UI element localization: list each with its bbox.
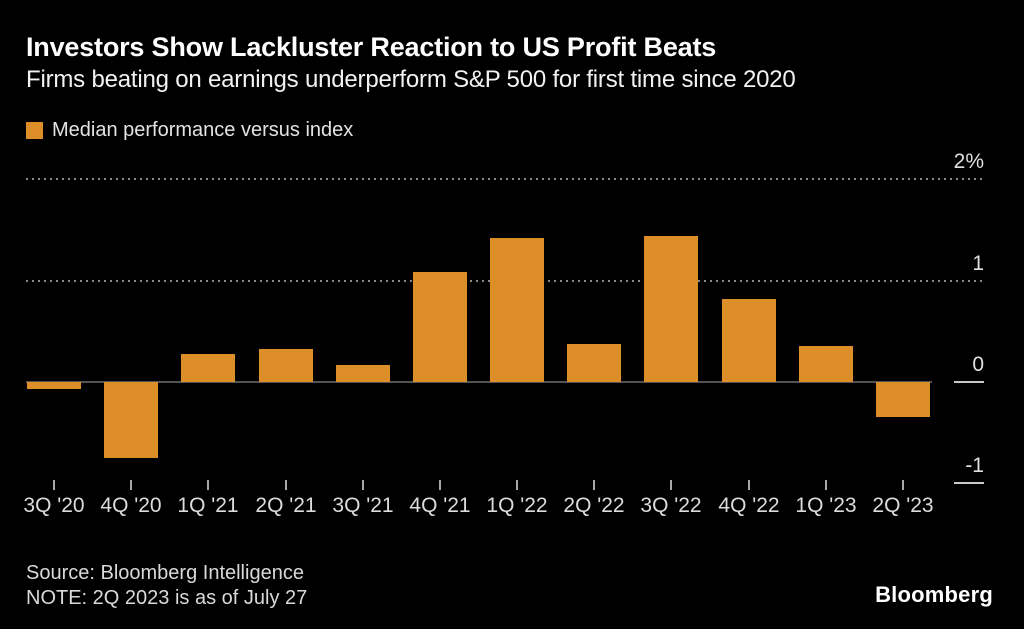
bar-1q21	[181, 354, 235, 382]
x-axis-tick	[439, 480, 441, 490]
x-axis-label: 4Q '21	[409, 494, 471, 517]
bar-2q21	[259, 349, 313, 382]
y-axis-label-0: 0	[972, 353, 984, 376]
x-axis-label: 4Q '22	[718, 494, 780, 517]
bar-3q20	[27, 382, 81, 389]
source-note: Source: Bloomberg Intelligence	[26, 562, 304, 584]
x-axis-label: 3Q '20	[23, 494, 85, 517]
bar-2q23	[876, 382, 930, 417]
bar-4q20	[104, 382, 158, 458]
legend: Median performance versus index	[26, 119, 353, 142]
x-axis-label: 1Q '22	[486, 494, 548, 517]
x-axis-tick	[130, 480, 132, 490]
x-axis-tick	[516, 480, 518, 490]
bar-2q22	[567, 344, 621, 382]
legend-label: Median performance versus index	[52, 119, 354, 141]
x-axis-tick	[53, 480, 55, 490]
x-axis-label: 2Q '21	[255, 494, 317, 517]
x-axis-tick	[748, 480, 750, 490]
legend-swatch-icon	[26, 122, 43, 139]
x-axis-tick	[362, 480, 364, 490]
x-axis-label: 2Q '23	[872, 494, 934, 517]
bar-1q23	[799, 346, 853, 382]
bar-4q21	[413, 272, 467, 382]
footer-notes: Source: Bloomberg Intelligence NOTE: 2Q …	[26, 561, 307, 611]
right-axis-tick-0	[954, 381, 984, 383]
x-axis-label: 3Q '21	[332, 494, 394, 517]
y-axis-label-1: 1	[972, 252, 984, 275]
date-note: NOTE: 2Q 2023 is as of July 27	[26, 587, 308, 609]
x-axis-label: 4Q '20	[100, 494, 162, 517]
x-axis-tick	[207, 480, 209, 490]
x-axis-tick	[593, 480, 595, 490]
bloomberg-logo: Bloomberg	[875, 582, 993, 607]
x-axis-label: 1Q '23	[795, 494, 857, 517]
chart-title: Investors Show Lackluster Reaction to US…	[26, 32, 717, 62]
bar-3q21	[336, 365, 390, 382]
x-axis-tick	[285, 480, 287, 490]
y-axis-label--1: -1	[965, 454, 984, 477]
bar-1q22	[490, 238, 544, 382]
chart-subtitle: Firms beating on earnings underperform S…	[26, 66, 796, 93]
x-axis-label: 1Q '21	[177, 494, 239, 517]
bar-3q22	[644, 236, 698, 382]
x-axis-tick	[825, 480, 827, 490]
right-axis-tick--1	[954, 482, 984, 484]
bar-4q22	[722, 299, 776, 382]
zero-baseline	[26, 381, 932, 383]
x-axis-tick	[670, 480, 672, 490]
x-axis-tick	[902, 480, 904, 490]
y-axis-label-2: 2%	[953, 150, 984, 173]
x-axis-label: 3Q '22	[640, 494, 702, 517]
x-axis-label: 2Q '22	[563, 494, 625, 517]
gridline-2	[26, 178, 984, 180]
